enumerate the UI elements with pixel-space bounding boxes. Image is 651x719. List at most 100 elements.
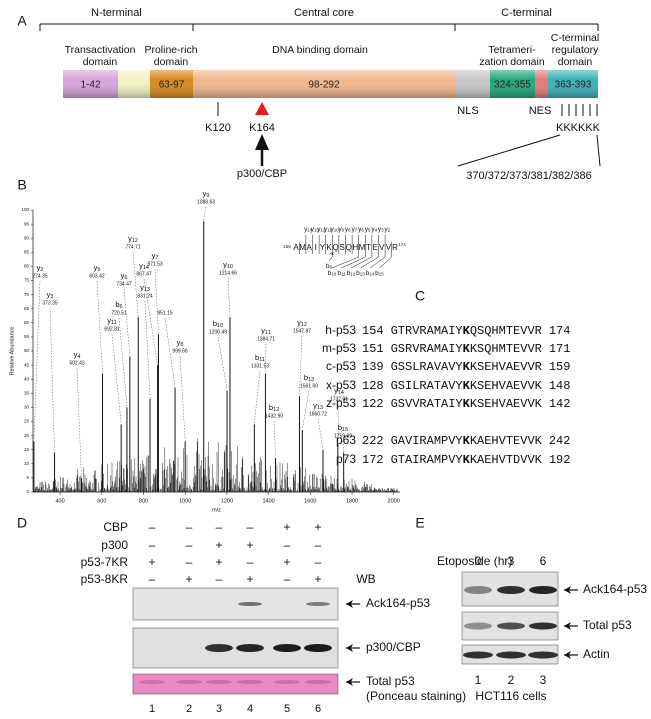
- blot-label: Ack164-p53: [366, 596, 430, 610]
- blot-label: Total p53: [583, 618, 632, 632]
- lane-number: 3: [540, 673, 547, 687]
- ion-letter: y: [334, 386, 338, 395]
- peak-ion: y14: [139, 261, 149, 271]
- ion-index: 12: [350, 272, 356, 277]
- ion-letter: y: [378, 226, 382, 233]
- condition-sign: –: [315, 555, 322, 569]
- peak-ion: y12: [297, 318, 307, 328]
- lane-number: 2: [508, 673, 515, 687]
- y-ion-label: y11: [324, 226, 332, 233]
- sequence: GAVIRAMPVY: [391, 434, 463, 448]
- y-tick-label: 15: [24, 447, 30, 452]
- ion-letter: y: [297, 318, 301, 327]
- peptide-end: 174: [398, 242, 406, 247]
- peak-ion: b6: [115, 300, 122, 310]
- ion-letter: y: [121, 271, 125, 280]
- ion-letter: y: [371, 226, 375, 233]
- sequence: GTRVRAMAIY: [391, 324, 463, 338]
- sequence: GSSLRAVAVY: [391, 360, 463, 374]
- sequence: KSEHVAEVVK: [470, 379, 543, 393]
- ion-index: 15: [342, 427, 348, 433]
- blot-label: Total p53: [366, 674, 415, 688]
- sequence: KAEHVTEVVK: [470, 434, 543, 448]
- ion-letter: y: [358, 226, 362, 233]
- modification: Ac: [329, 251, 335, 256]
- ion-letter: y: [177, 338, 181, 347]
- ion-letter: y: [261, 326, 265, 335]
- ion-index: 6: [124, 275, 127, 281]
- x-tick-label: 1200: [221, 498, 233, 504]
- b-ion-bracket: [341, 254, 366, 269]
- b-ion-label: b13: [356, 270, 365, 277]
- condition-sign: +: [246, 538, 253, 552]
- residue: A: [293, 243, 299, 252]
- time-label: 3: [508, 554, 515, 568]
- ion-letter: b: [347, 270, 351, 277]
- ion-index: 6: [330, 265, 333, 270]
- ion-index: 9: [342, 228, 345, 233]
- end-position: 174: [549, 324, 571, 338]
- lane-number: 2: [186, 703, 192, 715]
- peak-mz: 734.47: [116, 281, 132, 287]
- ion-index: 5: [97, 267, 100, 273]
- ion-letter: b: [366, 270, 370, 277]
- residue: Q: [332, 243, 338, 252]
- species-name: z-p53: [326, 396, 356, 410]
- x-tick-label: 800: [139, 498, 148, 504]
- peak-mz: 720.51: [111, 310, 127, 316]
- b-ion-label: b12: [347, 270, 356, 277]
- condition-sign: –: [247, 555, 254, 569]
- sequence: GSRVRAMAIY: [391, 342, 463, 356]
- condition-sign: –: [216, 572, 223, 586]
- ion-letter: y: [107, 316, 111, 325]
- end-position: 148: [549, 379, 571, 393]
- acetyl-site: K: [463, 342, 471, 356]
- domain-label: zation domain: [479, 56, 545, 68]
- ion-index: 13: [314, 228, 320, 233]
- band: [176, 680, 202, 684]
- domain-label: DNA binding domain: [272, 44, 368, 56]
- peak-mz: 1660.72: [309, 411, 327, 417]
- condition-sign: –: [315, 538, 322, 552]
- ion-index: 13: [308, 377, 314, 383]
- enzyme-label: p300/CBP: [237, 168, 287, 180]
- time-label: 0: [475, 554, 482, 568]
- peak-mz: 1331.53: [251, 363, 269, 369]
- peak-leader: [227, 277, 231, 317]
- site-label: K120: [205, 122, 231, 134]
- peak-mz: 774.71: [125, 244, 141, 250]
- b-ion-label: b15: [375, 270, 384, 277]
- ion-index: 2: [388, 228, 391, 233]
- y-ion-label: y8: [345, 226, 351, 233]
- species-name: m-p53: [322, 341, 356, 355]
- y-tick-label: 40: [24, 376, 30, 381]
- residue: E: [373, 243, 378, 252]
- panel-label: E: [415, 515, 424, 531]
- domain-label: regulatory: [552, 44, 599, 56]
- peak-ion: b12: [269, 403, 279, 413]
- label-arrow-head: [564, 622, 571, 630]
- ion-letter: y: [152, 251, 156, 260]
- species-name: h-p53: [325, 323, 356, 337]
- ion-index: 3: [50, 294, 53, 300]
- alignment-row: 122 GSVVRATAIYKKSEHVAEVVK 142: [362, 397, 570, 411]
- peak-ion: y4: [74, 350, 81, 360]
- peak-mz: 1200.49: [209, 329, 227, 335]
- x-tick-label: 1000: [179, 498, 191, 504]
- acetyl-site: K: [463, 360, 471, 374]
- ion-letter: b: [269, 403, 273, 412]
- region-label: C-terminal: [501, 7, 552, 19]
- y-tick-label: 95: [24, 221, 30, 226]
- label-arrow-head: [346, 644, 353, 652]
- lane-number: 5: [284, 703, 290, 715]
- peak-mz: 1547.87: [293, 328, 311, 334]
- y-tick-label: 80: [24, 264, 30, 269]
- ion-letter: b: [337, 270, 341, 277]
- ion-index: 8: [348, 228, 351, 233]
- blot-note: (Ponceau staining): [366, 689, 466, 703]
- band: [305, 680, 331, 684]
- ion-index: 7: [355, 228, 358, 233]
- condition-sign: –: [149, 520, 156, 534]
- alignment-row: 151 GSRVRAMAIYKKSQHMTEVVR 171: [362, 342, 570, 356]
- y-tick-label: 45: [24, 362, 30, 367]
